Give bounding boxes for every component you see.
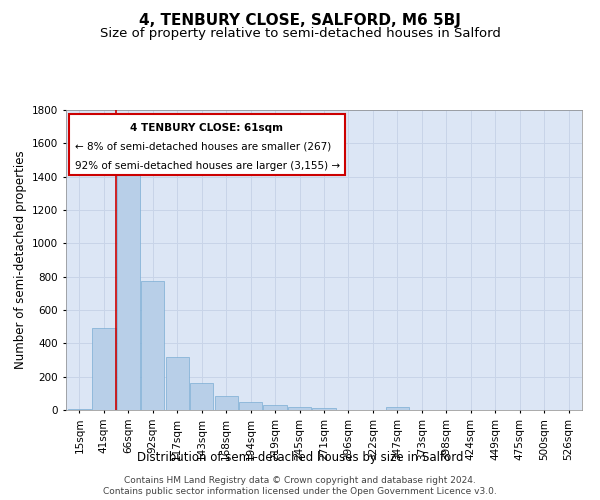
Bar [166, 356, 189, 410]
Text: 4, TENBURY CLOSE, SALFORD, M6 5BJ: 4, TENBURY CLOSE, SALFORD, M6 5BJ [139, 12, 461, 28]
Text: 92% of semi-detached houses are larger (3,155) →: 92% of semi-detached houses are larger (… [75, 161, 340, 171]
Text: Contains HM Land Registry data © Crown copyright and database right 2024.: Contains HM Land Registry data © Crown c… [124, 476, 476, 485]
Text: ← 8% of semi-detached houses are smaller (267): ← 8% of semi-detached houses are smaller… [75, 142, 331, 152]
Bar [92, 328, 116, 410]
Text: Size of property relative to semi-detached houses in Salford: Size of property relative to semi-detach… [100, 28, 500, 40]
Text: Distribution of semi-detached houses by size in Salford: Distribution of semi-detached houses by … [137, 451, 463, 464]
Bar [68, 409, 91, 410]
Bar [215, 396, 238, 410]
Y-axis label: Number of semi-detached properties: Number of semi-detached properties [14, 150, 26, 370]
Bar [263, 405, 287, 410]
Bar [386, 406, 409, 410]
Bar [288, 406, 311, 410]
Bar [239, 402, 262, 410]
Bar [313, 408, 335, 410]
Bar [190, 384, 214, 410]
FancyBboxPatch shape [68, 114, 344, 174]
Bar [141, 281, 164, 410]
Bar [117, 155, 140, 410]
Text: Contains public sector information licensed under the Open Government Licence v3: Contains public sector information licen… [103, 487, 497, 496]
Text: 4 TENBURY CLOSE: 61sqm: 4 TENBURY CLOSE: 61sqm [130, 122, 283, 132]
